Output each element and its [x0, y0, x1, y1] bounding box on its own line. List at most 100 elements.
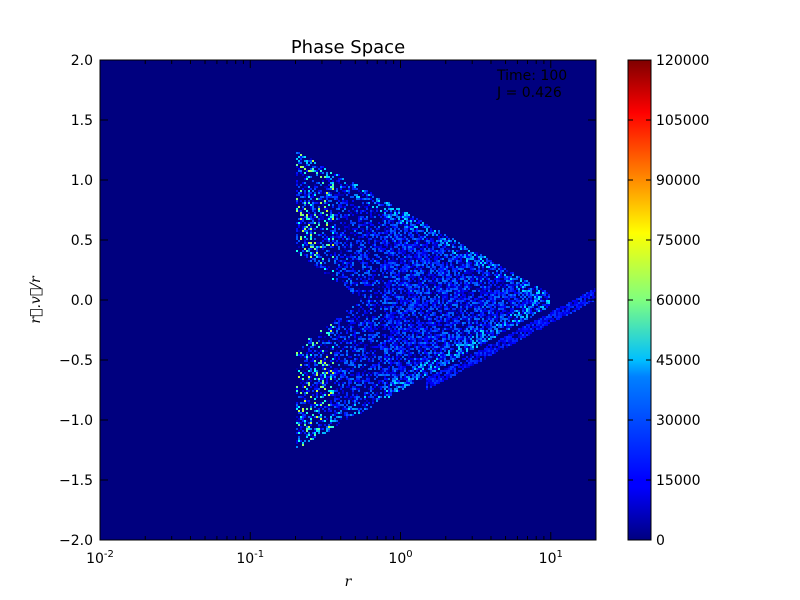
- heatmap-cell: [382, 298, 384, 300]
- heatmap-cell: [374, 328, 376, 330]
- heatmap-cell: [400, 308, 402, 310]
- heatmap-cell: [458, 338, 460, 340]
- heatmap-cell: [300, 158, 302, 160]
- heatmap-cell: [426, 374, 428, 376]
- heatmap-cell: [388, 358, 390, 360]
- heatmap-cell: [446, 298, 448, 300]
- heatmap-cell: [296, 440, 298, 442]
- heatmap-cell: [346, 418, 348, 420]
- heatmap-cell: [344, 228, 346, 230]
- heatmap-cell: [470, 272, 472, 274]
- heatmap-cell: [454, 336, 456, 338]
- heatmap-cell: [472, 282, 474, 284]
- heatmap-cell: [390, 352, 392, 354]
- heatmap-cell: [398, 256, 400, 258]
- heatmap-cell: [398, 270, 400, 272]
- heatmap-cell: [400, 334, 402, 336]
- heatmap-cell: [296, 354, 298, 356]
- heatmap-cell: [326, 368, 328, 370]
- heatmap-cell: [406, 256, 408, 258]
- heatmap-cell: [352, 214, 354, 216]
- heatmap-cell: [478, 276, 480, 278]
- heatmap-cell: [366, 216, 368, 218]
- heatmap-cell: [458, 348, 460, 350]
- heatmap-cell: [362, 264, 364, 266]
- heatmap-cell: [330, 342, 332, 344]
- heatmap-cell: [308, 222, 310, 224]
- heatmap-cell: [492, 336, 494, 338]
- heatmap-cell: [362, 266, 364, 268]
- heatmap-cell: [348, 270, 350, 272]
- heatmap-cell: [488, 326, 490, 328]
- heatmap-cell: [456, 250, 458, 252]
- heatmap-cell: [444, 278, 446, 280]
- heatmap-cell: [358, 218, 360, 220]
- heatmap-cell: [418, 238, 420, 240]
- heatmap-cell: [440, 310, 442, 312]
- heatmap-cell: [358, 412, 360, 414]
- heatmap-cell: [460, 348, 462, 350]
- heatmap-cell: [362, 330, 364, 332]
- heatmap-cell: [416, 294, 418, 296]
- heatmap-cell: [382, 272, 384, 274]
- heatmap-cell: [388, 396, 390, 398]
- heatmap-cell: [472, 290, 474, 292]
- heatmap-cell: [304, 204, 306, 206]
- heatmap-cell: [332, 236, 334, 238]
- heatmap-cell: [318, 260, 320, 262]
- heatmap-cell: [448, 336, 450, 338]
- heatmap-cell: [356, 332, 358, 334]
- heatmap-cell: [440, 334, 442, 336]
- heatmap-cell: [370, 308, 372, 310]
- heatmap-cell: [406, 244, 408, 246]
- heatmap-cell: [404, 324, 406, 326]
- heatmap-cell: [362, 228, 364, 230]
- heatmap-cell: [432, 346, 434, 348]
- heatmap-cell: [336, 344, 338, 346]
- heatmap-cell: [412, 336, 414, 338]
- heatmap-cell: [466, 330, 468, 332]
- heatmap-cell: [386, 346, 388, 348]
- heatmap-cell: [360, 262, 362, 264]
- heatmap-cell: [396, 330, 398, 332]
- heatmap-cell: [382, 264, 384, 266]
- heatmap-cell: [438, 306, 440, 308]
- heatmap-cell: [308, 242, 310, 244]
- heatmap-cell: [390, 312, 392, 314]
- heatmap-cell: [306, 382, 308, 384]
- heatmap-cell: [456, 364, 458, 366]
- heatmap-cell: [374, 368, 376, 370]
- heatmap-cell: [444, 242, 446, 244]
- heatmap-cell: [478, 338, 480, 340]
- heatmap-cell: [310, 192, 312, 194]
- heatmap-cell: [434, 344, 436, 346]
- heatmap-cell: [358, 238, 360, 240]
- heatmap-cell: [396, 260, 398, 262]
- heatmap-cell: [426, 346, 428, 348]
- heatmap-cell: [342, 202, 344, 204]
- heatmap-cell: [332, 278, 334, 280]
- heatmap-cell: [392, 276, 394, 278]
- heatmap-cell: [374, 318, 376, 320]
- heatmap-cell: [386, 368, 388, 370]
- heatmap-cell: [410, 302, 412, 304]
- heatmap-cell: [422, 290, 424, 292]
- heatmap-cell: [488, 332, 490, 334]
- heatmap-cell: [298, 370, 300, 372]
- heatmap-cell: [370, 366, 372, 368]
- heatmap-cell: [310, 260, 312, 262]
- heatmap-cell: [396, 356, 398, 358]
- heatmap-cell: [386, 204, 388, 206]
- heatmap-cell: [374, 378, 376, 380]
- heatmap-cell: [352, 258, 354, 260]
- heatmap-cell: [320, 356, 322, 358]
- heatmap-cell: [406, 214, 408, 216]
- heatmap-cell: [462, 312, 464, 314]
- heatmap-cell: [412, 284, 414, 286]
- heatmap-cell: [350, 290, 352, 292]
- heatmap-cell: [296, 210, 298, 212]
- heatmap-cell: [386, 390, 388, 392]
- heatmap-cell: [396, 242, 398, 244]
- heatmap-cell: [358, 216, 360, 218]
- heatmap-cell: [298, 168, 300, 170]
